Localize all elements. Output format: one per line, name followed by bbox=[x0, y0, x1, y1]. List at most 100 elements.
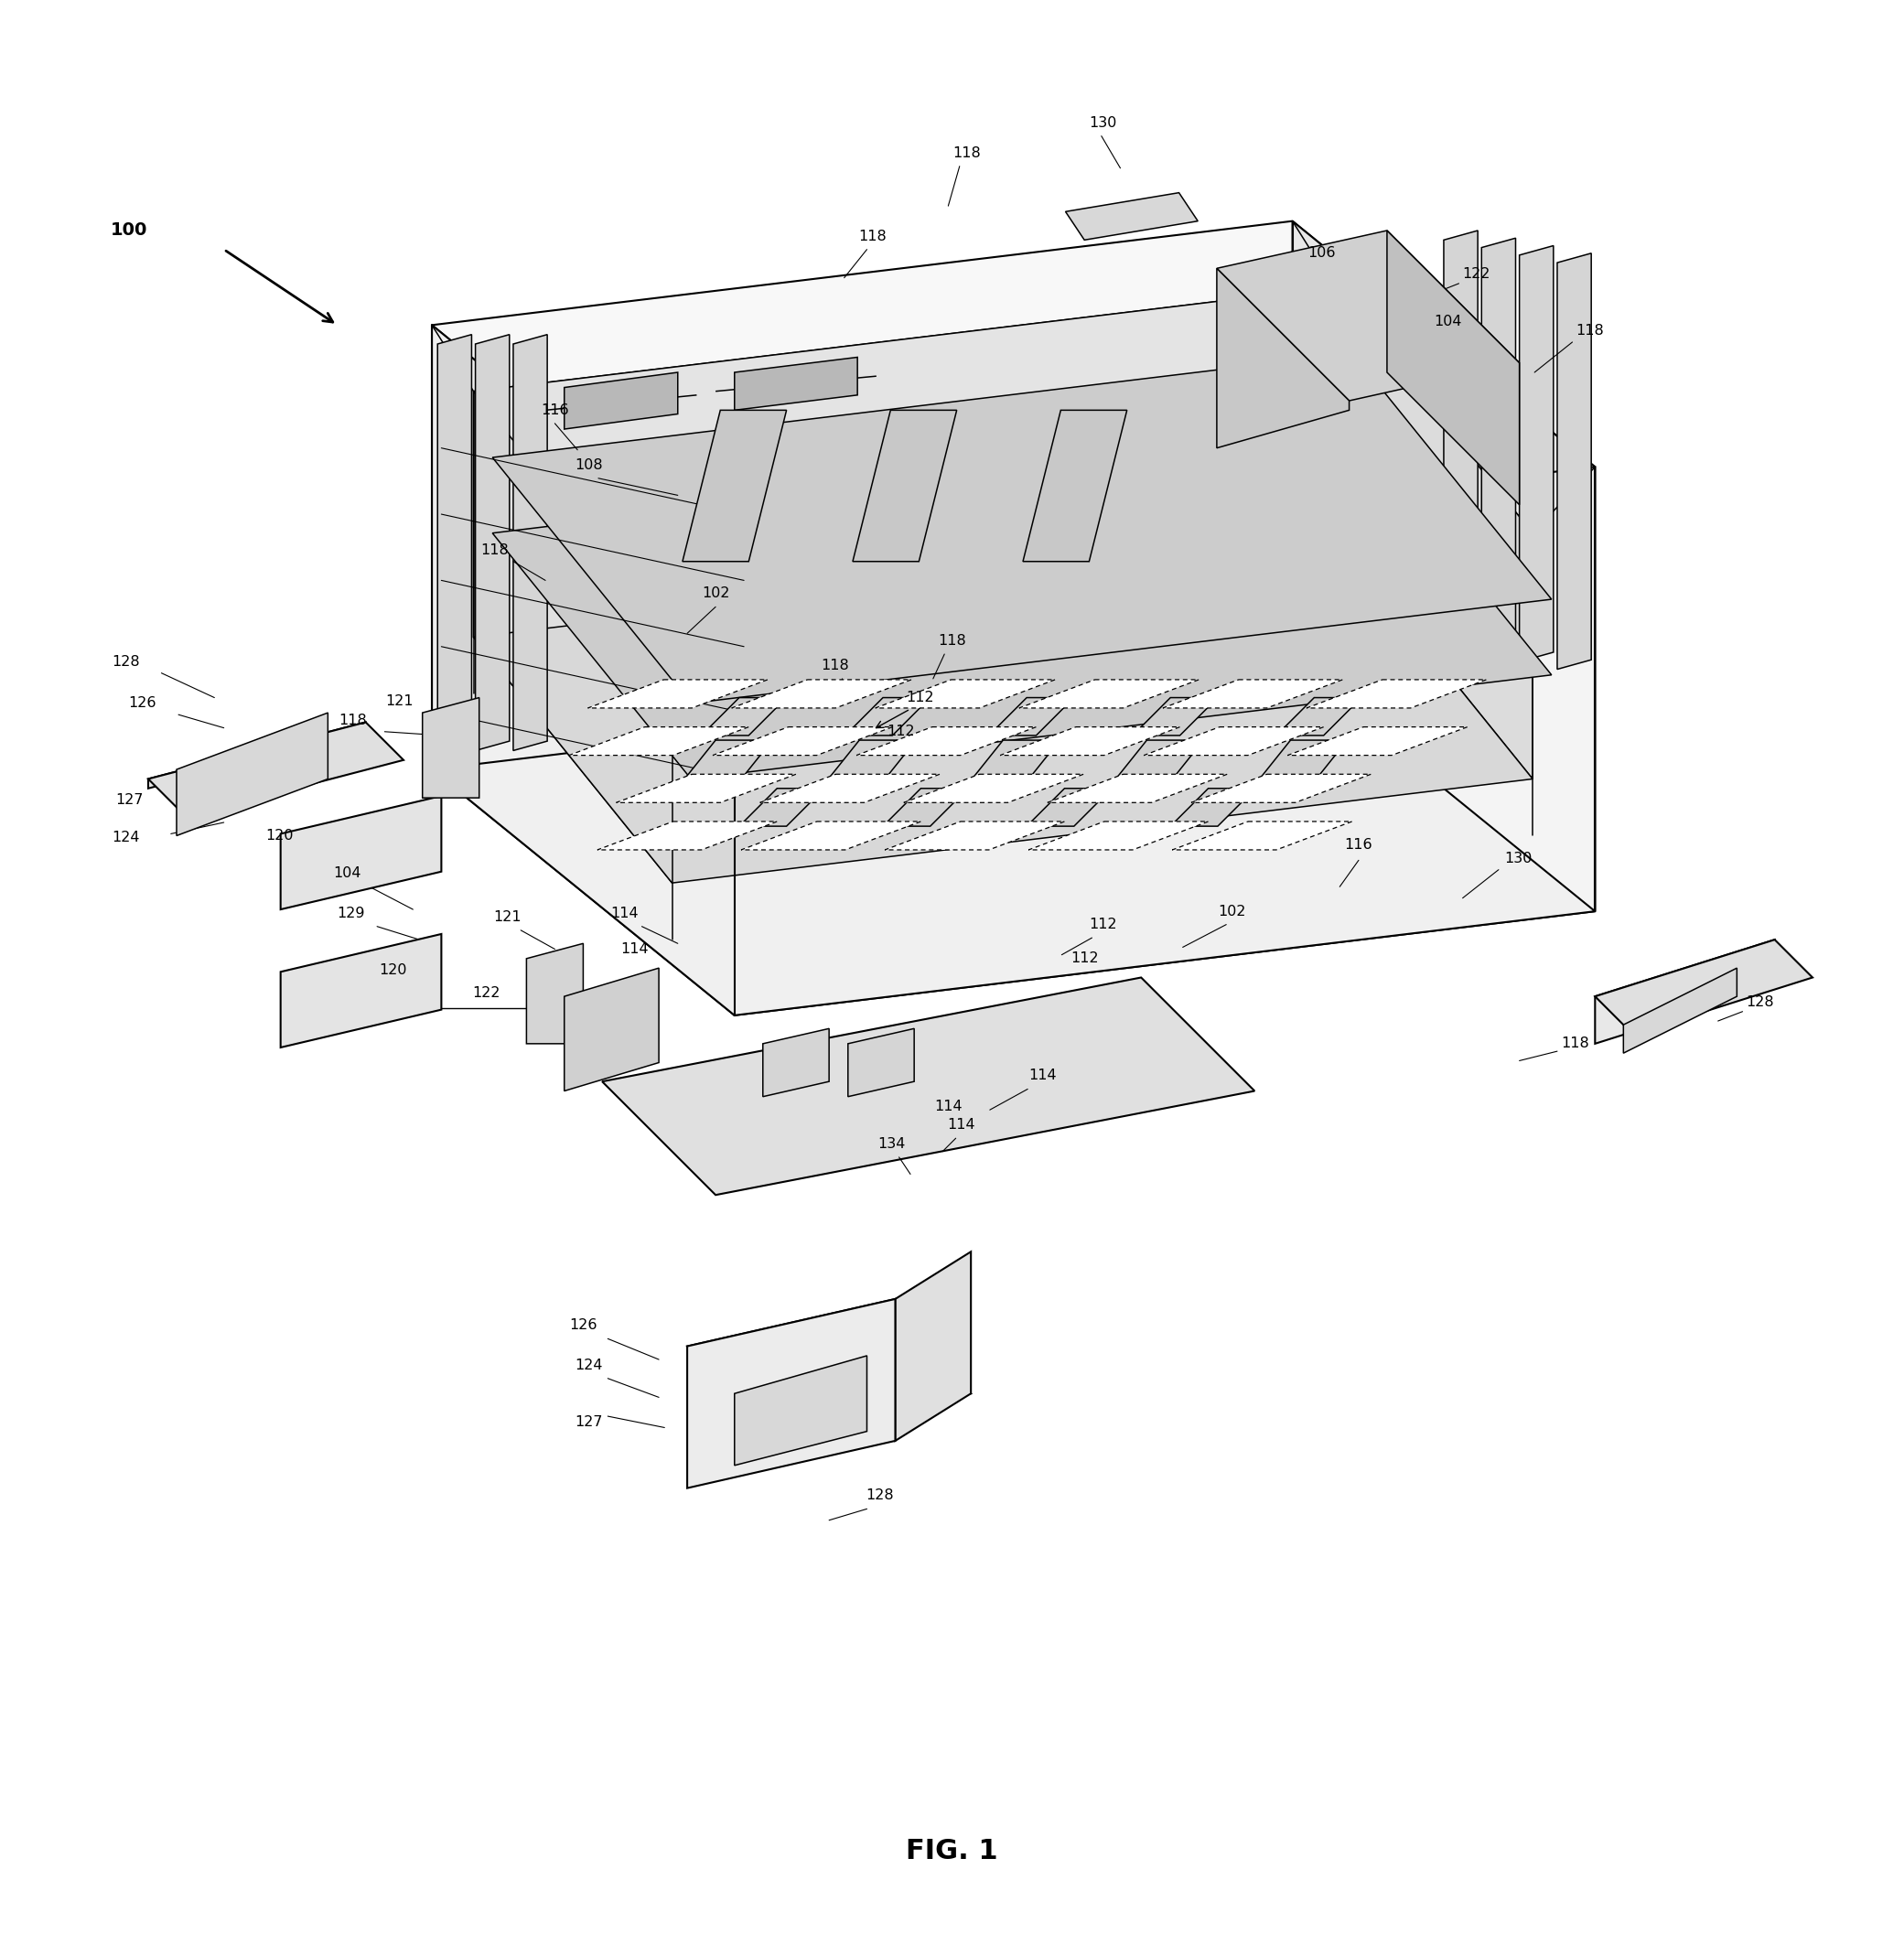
Text: 106: 106 bbox=[1308, 246, 1335, 260]
Polygon shape bbox=[423, 698, 480, 798]
Text: 112: 112 bbox=[1070, 952, 1099, 966]
Polygon shape bbox=[1217, 268, 1350, 448]
Text: 126: 126 bbox=[129, 696, 156, 710]
Polygon shape bbox=[735, 467, 1596, 1015]
Polygon shape bbox=[1287, 727, 1468, 755]
Polygon shape bbox=[493, 428, 1552, 778]
Polygon shape bbox=[1144, 727, 1323, 755]
Text: 120: 120 bbox=[379, 964, 407, 978]
Polygon shape bbox=[876, 680, 1055, 708]
Polygon shape bbox=[1596, 940, 1813, 1034]
Text: 102: 102 bbox=[1219, 905, 1245, 919]
Text: 128: 128 bbox=[112, 655, 139, 669]
Text: 114: 114 bbox=[1028, 1069, 1057, 1083]
Polygon shape bbox=[438, 334, 472, 751]
Polygon shape bbox=[1171, 788, 1255, 827]
Polygon shape bbox=[687, 1298, 895, 1488]
Text: 127: 127 bbox=[575, 1415, 604, 1429]
Polygon shape bbox=[432, 665, 1596, 1015]
Polygon shape bbox=[845, 698, 931, 735]
Polygon shape bbox=[1047, 774, 1228, 804]
Polygon shape bbox=[741, 821, 922, 850]
Polygon shape bbox=[1624, 968, 1736, 1054]
Polygon shape bbox=[1192, 774, 1371, 804]
Polygon shape bbox=[1386, 231, 1519, 504]
Polygon shape bbox=[1519, 246, 1554, 661]
Polygon shape bbox=[1443, 231, 1478, 647]
Polygon shape bbox=[514, 334, 546, 751]
Polygon shape bbox=[904, 774, 1083, 804]
Text: 118: 118 bbox=[1561, 1036, 1590, 1050]
Polygon shape bbox=[432, 325, 735, 1015]
Polygon shape bbox=[1028, 821, 1209, 850]
Polygon shape bbox=[476, 334, 510, 751]
Text: 134: 134 bbox=[878, 1138, 906, 1151]
Polygon shape bbox=[1026, 788, 1112, 827]
Text: 118: 118 bbox=[821, 659, 849, 673]
Polygon shape bbox=[149, 721, 366, 788]
Polygon shape bbox=[965, 741, 1061, 788]
Text: 112: 112 bbox=[1089, 917, 1118, 931]
Text: 129: 129 bbox=[337, 907, 364, 921]
Polygon shape bbox=[687, 1298, 971, 1441]
Polygon shape bbox=[853, 411, 956, 561]
Text: FIG. 1: FIG. 1 bbox=[906, 1838, 998, 1865]
Polygon shape bbox=[564, 371, 678, 428]
Polygon shape bbox=[602, 978, 1255, 1195]
Polygon shape bbox=[545, 395, 697, 411]
Polygon shape bbox=[280, 934, 442, 1048]
Text: 114: 114 bbox=[948, 1118, 975, 1132]
Text: 127: 127 bbox=[116, 794, 143, 807]
Polygon shape bbox=[735, 358, 857, 411]
Polygon shape bbox=[885, 821, 1064, 850]
Text: 118: 118 bbox=[480, 543, 508, 557]
Text: 112: 112 bbox=[887, 725, 916, 739]
Polygon shape bbox=[564, 968, 659, 1091]
Text: 128: 128 bbox=[1746, 995, 1775, 1009]
Text: 118: 118 bbox=[1577, 325, 1605, 338]
Polygon shape bbox=[474, 287, 1533, 637]
Polygon shape bbox=[1022, 411, 1127, 561]
Polygon shape bbox=[678, 741, 773, 788]
Polygon shape bbox=[883, 788, 967, 827]
Polygon shape bbox=[1000, 727, 1180, 755]
Polygon shape bbox=[716, 375, 876, 391]
Text: 104: 104 bbox=[1434, 315, 1462, 328]
Polygon shape bbox=[527, 944, 583, 1044]
Text: 126: 126 bbox=[569, 1318, 598, 1331]
Polygon shape bbox=[764, 1028, 828, 1097]
Polygon shape bbox=[177, 714, 327, 835]
Polygon shape bbox=[1596, 940, 1775, 1044]
Text: 120: 120 bbox=[267, 829, 293, 843]
Polygon shape bbox=[731, 680, 912, 708]
Text: 118: 118 bbox=[339, 714, 367, 727]
Polygon shape bbox=[474, 534, 1533, 884]
Text: 108: 108 bbox=[575, 457, 604, 471]
Polygon shape bbox=[569, 727, 748, 755]
Text: 116: 116 bbox=[1344, 839, 1373, 852]
Polygon shape bbox=[682, 411, 786, 561]
Text: 114: 114 bbox=[621, 942, 647, 956]
Text: 114: 114 bbox=[611, 907, 640, 921]
Text: 128: 128 bbox=[866, 1490, 895, 1503]
Polygon shape bbox=[474, 287, 1335, 637]
Text: 118: 118 bbox=[939, 633, 965, 647]
Text: 121: 121 bbox=[387, 694, 413, 708]
Text: 118: 118 bbox=[859, 229, 887, 242]
Polygon shape bbox=[1253, 741, 1348, 788]
Polygon shape bbox=[617, 774, 796, 804]
Text: 114: 114 bbox=[935, 1099, 962, 1112]
Polygon shape bbox=[739, 788, 824, 827]
Polygon shape bbox=[1066, 194, 1198, 240]
Text: 100: 100 bbox=[110, 221, 147, 239]
Text: 121: 121 bbox=[493, 911, 522, 925]
Polygon shape bbox=[701, 698, 786, 735]
Polygon shape bbox=[1133, 698, 1219, 735]
Polygon shape bbox=[821, 741, 916, 788]
Polygon shape bbox=[712, 727, 893, 755]
Polygon shape bbox=[588, 680, 767, 708]
Polygon shape bbox=[857, 727, 1036, 755]
Polygon shape bbox=[735, 1355, 866, 1466]
Polygon shape bbox=[1557, 254, 1592, 669]
Polygon shape bbox=[1276, 698, 1361, 735]
